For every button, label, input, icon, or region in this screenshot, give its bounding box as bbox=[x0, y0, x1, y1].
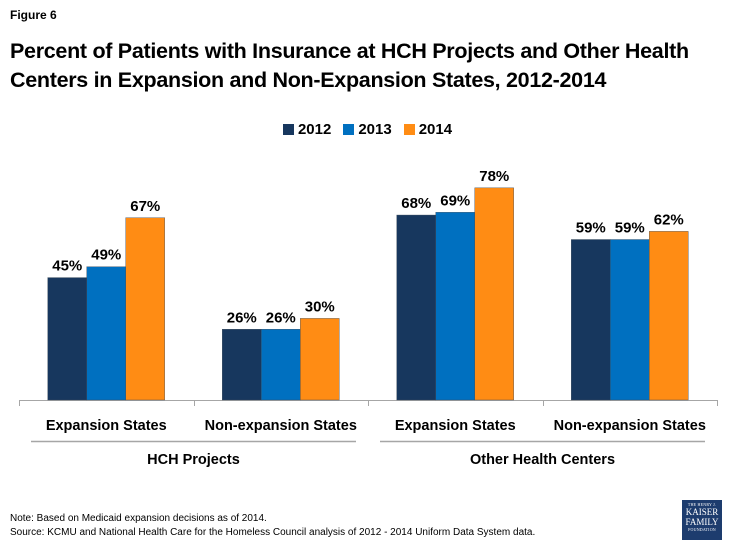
data-label-2013-1: 26% bbox=[266, 309, 296, 326]
data-label-2012-0: 45% bbox=[52, 258, 82, 275]
data-label-2014-3: 62% bbox=[654, 211, 684, 228]
logo-line-4: FOUNDATION bbox=[688, 527, 716, 532]
data-label-2014-2: 78% bbox=[479, 168, 509, 185]
category-label: Non-expansion States bbox=[554, 418, 706, 434]
legend-item-2012: 2012 bbox=[282, 121, 332, 138]
legend-label-2012: 2012 bbox=[297, 121, 332, 138]
footer-note: Note: Based on Medicaid expansion decisi… bbox=[10, 513, 267, 524]
legend-item-2013: 2013 bbox=[343, 121, 392, 138]
data-label-2012-3: 59% bbox=[576, 220, 606, 237]
bar-2013-3 bbox=[610, 239, 650, 401]
bar-2012-0 bbox=[47, 277, 87, 401]
bar-2014-3 bbox=[649, 231, 689, 401]
bar-2012-3 bbox=[571, 239, 611, 401]
data-label-2012-1: 26% bbox=[227, 309, 257, 326]
kff-logo: THE HENRY J. KAISER FAMILY FOUNDATION bbox=[682, 500, 722, 540]
bar-2012-2 bbox=[396, 214, 436, 401]
legend-swatch-2013 bbox=[343, 124, 355, 135]
figure-label: Figure 6 bbox=[10, 8, 57, 22]
data-label-2013-3: 59% bbox=[615, 220, 645, 237]
data-label-2013-2: 69% bbox=[440, 192, 470, 209]
data-label-2014-0: 67% bbox=[130, 198, 160, 215]
logo-line-1: THE HENRY J. bbox=[687, 502, 717, 507]
legend-label-2013: 2013 bbox=[358, 121, 392, 138]
legend-swatch-2012 bbox=[282, 124, 294, 135]
data-label-2013-0: 49% bbox=[91, 247, 121, 264]
legend: 2012 2013 2014 bbox=[0, 121, 735, 138]
bar-2013-1 bbox=[261, 329, 301, 401]
legend-swatch-2014 bbox=[403, 124, 415, 135]
legend-label-2014: 2014 bbox=[418, 121, 453, 138]
legend-item-2014: 2014 bbox=[403, 121, 453, 138]
footer: Note: Based on Medicaid expansion decisi… bbox=[10, 512, 535, 540]
bar-2013-2 bbox=[435, 212, 475, 401]
bar-2014-2 bbox=[474, 187, 514, 401]
logo-line-3: FAMILY bbox=[685, 517, 719, 527]
category-label: Expansion States bbox=[395, 418, 516, 434]
bar-2014-1 bbox=[300, 318, 340, 401]
chart-title: Percent of Patients with Insurance at HC… bbox=[10, 39, 689, 92]
footer-source: Source: KCMU and National Health Care fo… bbox=[10, 527, 536, 538]
bar-2013-0 bbox=[86, 266, 126, 401]
logo-line-2: KAISER bbox=[685, 507, 719, 517]
bar-2012-1 bbox=[222, 329, 262, 401]
data-label-2014-1: 30% bbox=[305, 298, 335, 315]
bar-2014-0 bbox=[125, 217, 165, 401]
group-label: Other Health Centers bbox=[470, 452, 615, 468]
category-label: Non-expansion States bbox=[205, 418, 357, 434]
data-label-2012-2: 68% bbox=[401, 195, 431, 212]
group-label: HCH Projects bbox=[147, 452, 240, 468]
category-label: Expansion States bbox=[46, 418, 167, 434]
